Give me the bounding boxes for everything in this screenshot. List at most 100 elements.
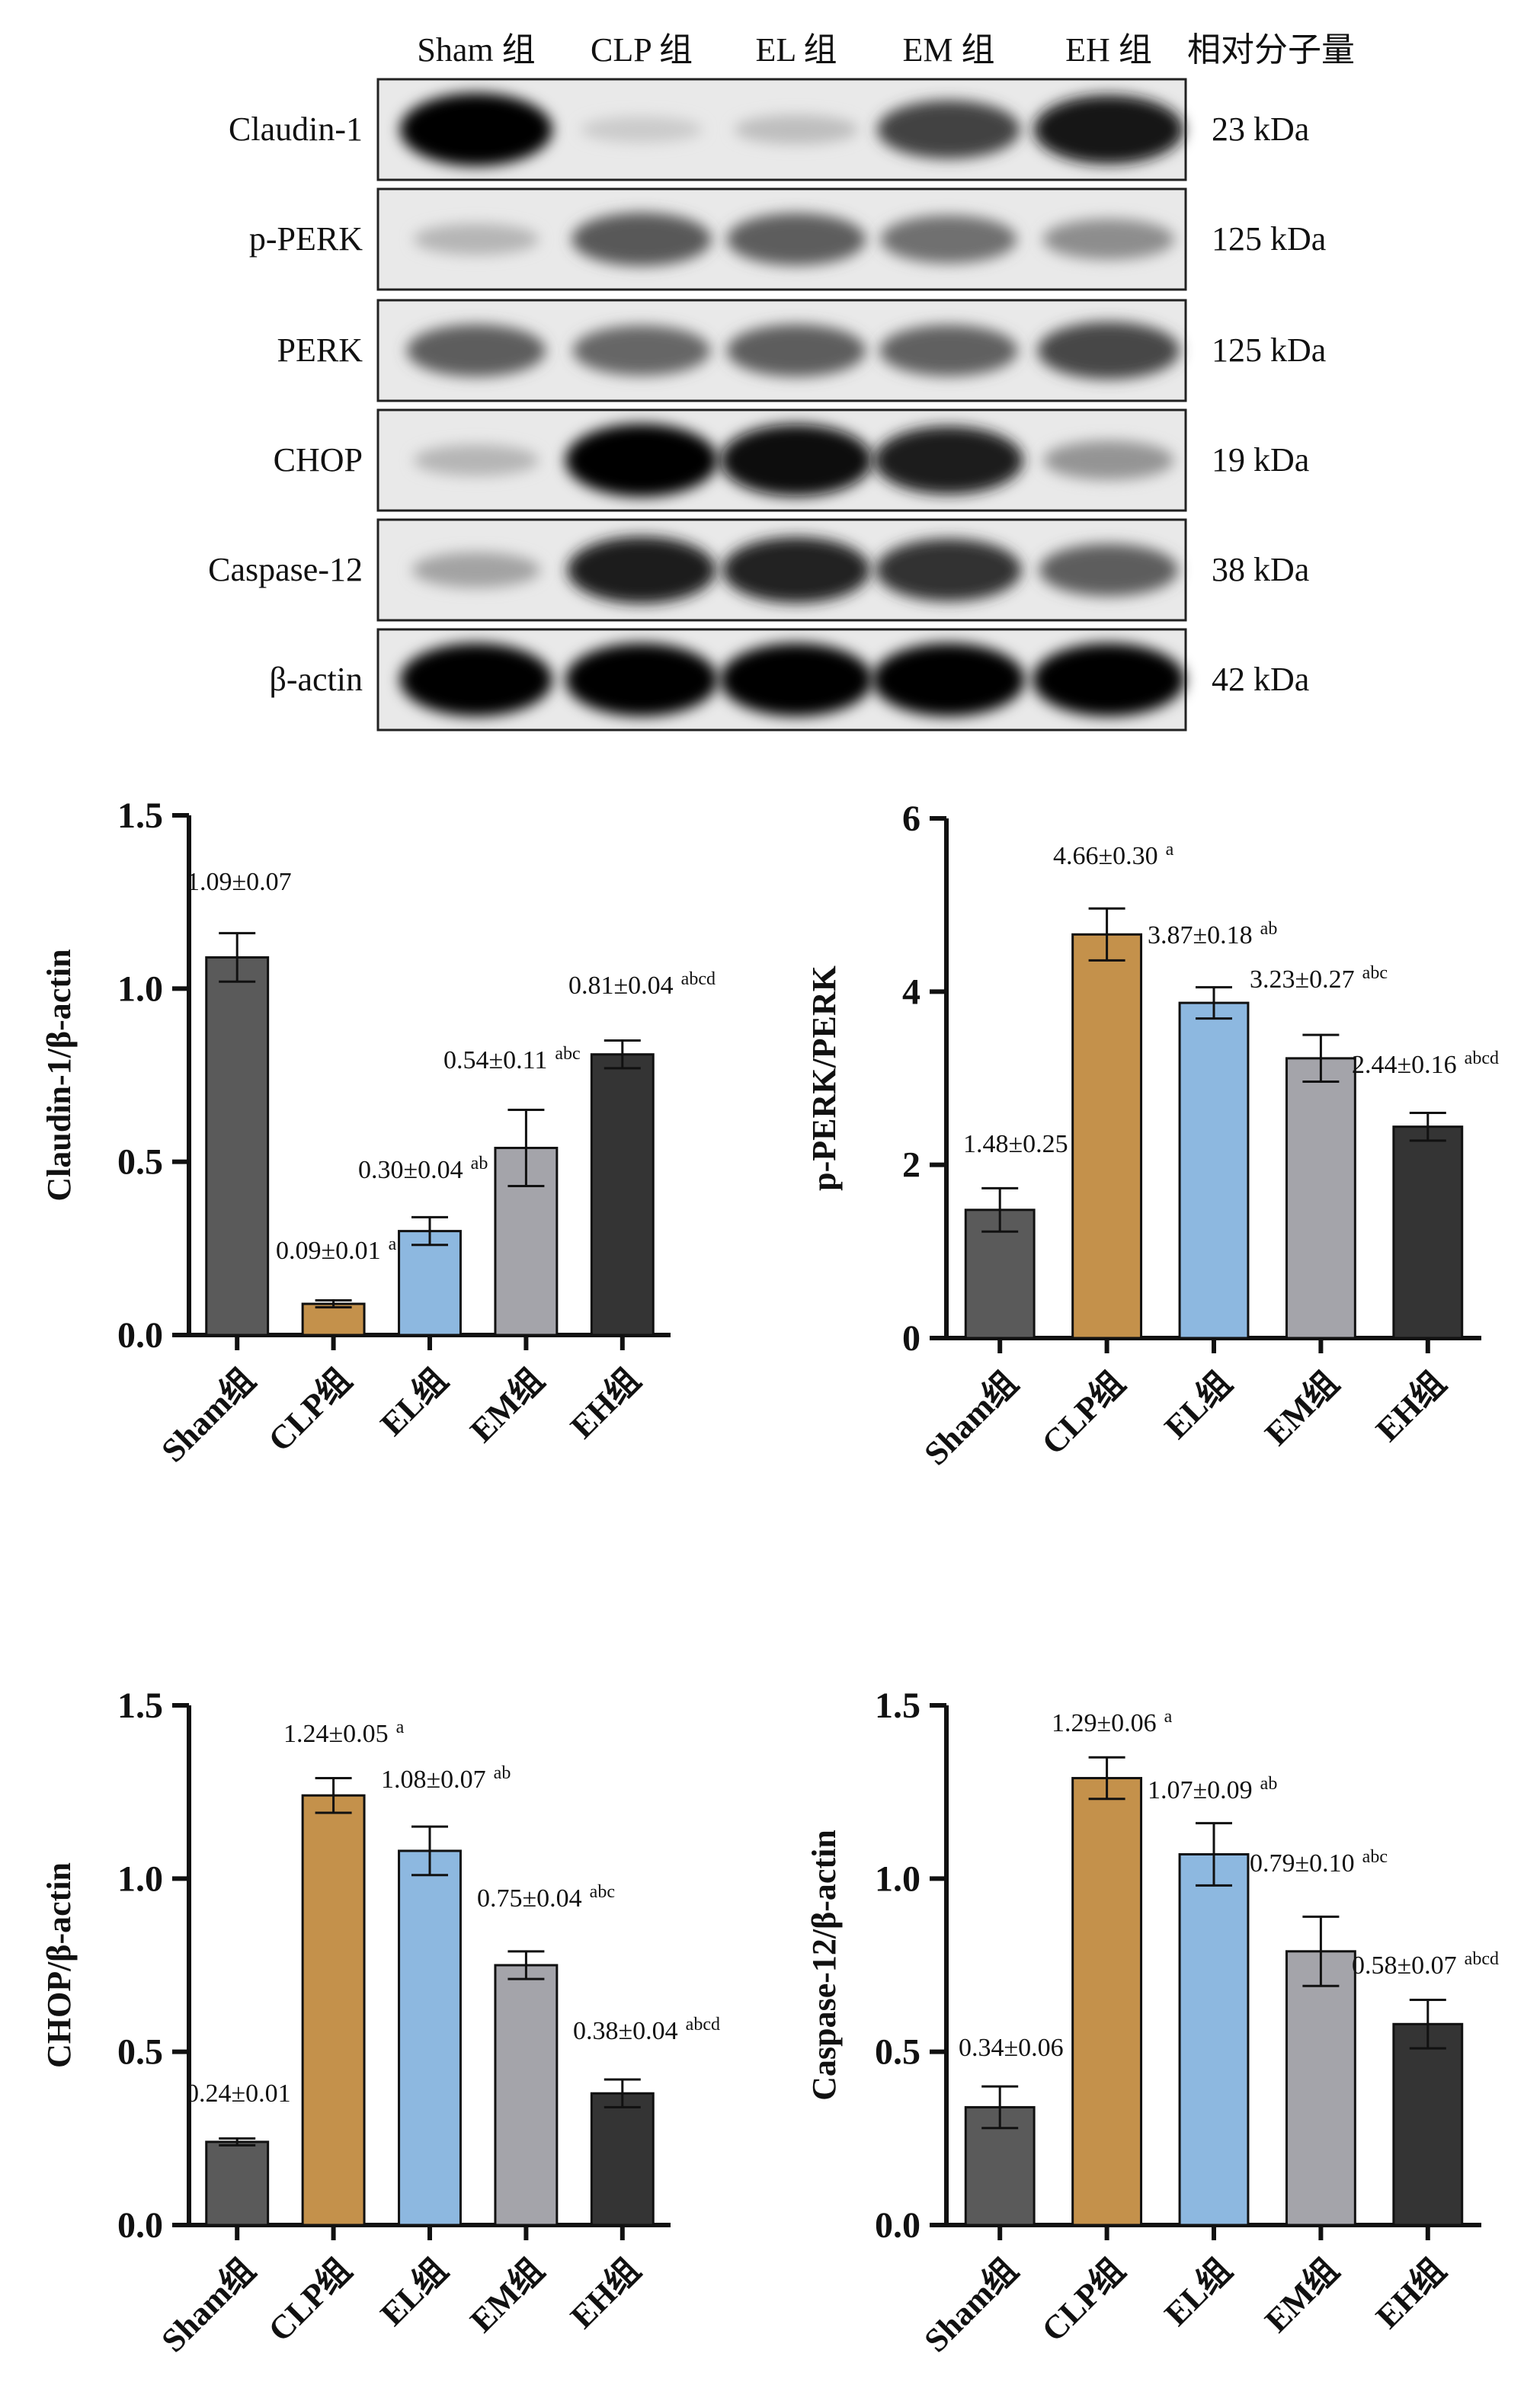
blot-row: Claudin-1 23 kDa [229,78,1309,181]
x-category-label: Sham组 [917,2251,1025,2359]
bar [1392,2022,1464,2227]
bar [1392,1125,1464,1340]
y-axis-label: CHOP/β-actin [40,1862,78,2068]
data-label: 0.75±0.04 abc [477,1882,615,1913]
y-tick-label: 0.5 [117,2032,163,2073]
data-label: 0.81±0.04 abcd [568,969,716,1000]
data-label: 0.54±0.11 abc [443,1044,581,1074]
blot-protein-label: p-PERK [249,220,363,258]
blot-band [1037,322,1180,379]
blot-row: PERK 125 kDa [277,299,1326,402]
x-category-label: EM组 [463,1361,552,1449]
caspase-12-bar-chart: 0.0 0.5 1.0 1.5 Caspase-12/β-actin 0.34±0.06 S… [805,1686,1499,2359]
blot-group-label: Sham 组 [417,31,535,69]
x-category-label: EL组 [1157,2251,1239,2332]
y-axis-label: p-PERK/PERK [805,965,843,1191]
data-label: 0.38±0.04 abcd [573,2015,720,2045]
y-tick-label: 6 [902,799,920,839]
x-category-label: EL组 [373,2251,455,2332]
y-tick-label: 1.5 [875,1686,920,1726]
x-category-label: EL组 [373,1361,455,1442]
y-tick-label: 0.0 [117,1315,163,1356]
x-category-label: EL组 [1157,1364,1239,1446]
blot-band [400,93,552,166]
y-axis-label: Caspase-12/β-actin [805,1830,843,2101]
x-category-label: EH组 [563,1361,648,1446]
data-label: 3.87±0.18 ab [1148,919,1277,949]
y-tick-label: 0.0 [875,2205,920,2246]
x-category-label: EM组 [1258,2251,1346,2339]
data-label: 0.09±0.01 a [276,1234,397,1265]
x-category-label: EH组 [1369,1364,1453,1449]
blot-band [571,212,712,267]
data-label: 1.07±0.09 ab [1148,1774,1277,1804]
data-label: 0.34±0.06 [959,2034,1064,2062]
bar [1071,933,1143,1340]
blot-band [1043,440,1174,480]
blot-band [567,536,716,604]
blot-mw-label: 125 kDa [1212,220,1326,258]
blot-group-label: EH 组 [1065,31,1152,69]
data-label: 1.29±0.06 a [1052,1707,1173,1737]
bar [1178,1001,1250,1340]
bar [398,1849,462,2227]
data-label: 1.48±0.25 [963,1130,1068,1158]
bar [301,1794,366,2227]
blot-group-label: EL 组 [755,31,837,69]
blot-band [1033,94,1184,165]
x-category-label: Sham组 [917,1364,1025,1472]
blot-protein-label: Caspase-12 [208,551,363,588]
bar [205,956,270,1337]
data-label: 0.24±0.01 [186,2079,291,2108]
blot-protein-label: Claudin-1 [229,110,363,148]
western-blot-panel: Sham 组 CLP 组 EL 组 EM 组 EH 组相对分子量 Claudin-1 23 … [208,31,1355,732]
x-category-label: EH组 [563,2251,648,2336]
blot-band [1042,219,1175,260]
y-tick-label: 0.5 [875,2032,920,2073]
data-label: 4.66±0.30 a [1053,840,1174,870]
data-label: 0.79±0.10 abc [1250,1847,1388,1878]
blot-row: Caspase-12 38 kDa [208,518,1309,622]
blot-row: p-PERK 125 kDa [249,187,1326,291]
bar [301,1302,366,1337]
blot-band [413,223,539,255]
y-tick-label: 1.5 [117,796,163,836]
y-tick-label: 0.5 [117,1142,163,1183]
blot-band [726,213,866,266]
blot-row: CHOP 19 kDa [274,408,1309,512]
y-tick-label: 0 [902,1318,920,1359]
data-label: 2.44±0.16 abcd [1352,1049,1499,1079]
y-tick-label: 4 [902,972,920,1012]
blot-band [720,643,872,716]
bar [590,2092,655,2227]
data-label: 0.58±0.07 abcd [1352,1949,1499,1980]
blot-band [565,643,718,716]
bar [494,1964,559,2227]
x-category-label: EH组 [1369,2251,1453,2336]
blot-mw-label: 38 kDa [1212,551,1309,588]
data-label: 1.09±0.07 [187,868,292,896]
x-category-label: Sham组 [154,2251,262,2359]
bar [398,1230,462,1337]
y-axis-label: Claudin-1/β-actin [40,949,78,1201]
bar [1071,1776,1143,2227]
blot-mw-label: 23 kDa [1212,110,1309,148]
blot-protein-label: β-actin [269,661,363,698]
blot-band [879,325,1018,376]
blot-mw-header: 相对分子量 [1187,31,1355,69]
x-category-label: CLP组 [1035,2251,1132,2348]
x-category-label: EM组 [1258,1364,1346,1452]
y-tick-label: 1.0 [875,1859,920,1899]
x-category-label: Sham组 [154,1361,262,1469]
blot-band [406,324,546,377]
data-label: 0.30±0.04 ab [358,1154,488,1184]
bar [590,1053,655,1337]
chop-bar-chart: 0.0 0.5 1.0 1.5 CHOP/β-actin 0.24±0.01 Sham组 1.… [40,1686,720,2359]
blot-protein-label: CHOP [274,441,363,479]
data-label: 3.23±0.27 abc [1250,963,1388,994]
blot-band [876,538,1022,602]
blot-band [1039,543,1179,597]
blot-mw-label: 125 kDa [1212,331,1326,369]
blot-band [580,116,703,143]
blot-band [572,325,711,376]
